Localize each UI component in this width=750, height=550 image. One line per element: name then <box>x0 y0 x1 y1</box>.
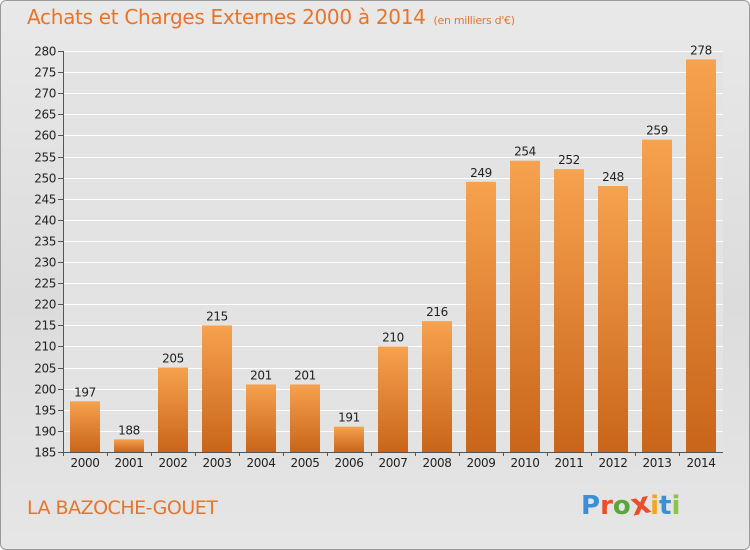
value-label-2011: 252 <box>558 153 580 167</box>
chart-subtitle: (en milliers d'€) <box>433 14 515 27</box>
x-tick-label-2002: 2002 <box>159 456 188 470</box>
bar-2000 <box>70 401 100 452</box>
x-tick-label-2008: 2008 <box>423 456 452 470</box>
value-label-2014: 278 <box>690 43 712 57</box>
value-label-2005: 201 <box>294 368 316 382</box>
value-label-2013: 259 <box>646 124 668 138</box>
bar-2005 <box>290 384 320 452</box>
bar-2003 <box>202 325 232 452</box>
x-tick-label-2001: 2001 <box>115 456 144 470</box>
bar-2014 <box>686 59 716 452</box>
chart-title-text: Achats et Charges Externes 2000 à 2014 <box>27 5 426 29</box>
bar-2010 <box>510 160 540 452</box>
brand-logo-letter: t <box>659 491 672 521</box>
x-tick-label-2011: 2011 <box>555 456 584 470</box>
y-tick-label: 240 <box>34 214 56 228</box>
y-tick-label: 205 <box>34 362 56 376</box>
bar-2009 <box>466 181 496 452</box>
bar-2007 <box>378 346 408 452</box>
y-tick-label: 215 <box>34 319 56 333</box>
value-label-2000: 197 <box>74 385 96 399</box>
bar-2002 <box>158 367 188 452</box>
y-tick-label: 190 <box>34 425 56 439</box>
y-tick-label: 210 <box>34 340 56 354</box>
value-label-2010: 254 <box>514 145 536 159</box>
value-label-2009: 249 <box>470 166 492 180</box>
y-tick-label: 200 <box>34 383 56 397</box>
x-tick-label-2000: 2000 <box>71 456 100 470</box>
x-tick-label-2010: 2010 <box>511 456 540 470</box>
bar-2004 <box>246 384 276 452</box>
y-axis: 185 190 195 200 205 210 215 220 225 230 235 240 245 2… <box>34 45 63 460</box>
y-tick-label: 245 <box>34 193 56 207</box>
brand-logo-letter: i <box>671 491 681 521</box>
value-label-2008: 216 <box>426 305 448 319</box>
y-tick-label: 220 <box>34 298 56 312</box>
x-tick-label-2012: 2012 <box>599 456 628 470</box>
place-name: LA BAZOCHE-GOUET <box>27 497 218 519</box>
y-tick-label: 255 <box>34 151 56 165</box>
y-tick-label: 225 <box>34 277 56 291</box>
y-tick-label: 280 <box>34 45 56 59</box>
value-label-2002: 205 <box>162 352 184 366</box>
x-tick-label-2005: 2005 <box>291 456 320 470</box>
y-tick-label: 260 <box>34 129 56 143</box>
bar-2006 <box>334 426 364 452</box>
brand-logo-letter: o <box>612 491 631 521</box>
brand-logo-letter: r <box>600 491 613 521</box>
y-tick-label: 230 <box>34 256 56 270</box>
brand-logo-letter: i <box>650 491 660 521</box>
x-tick-label-2004: 2004 <box>247 456 276 470</box>
value-label-2012: 248 <box>602 170 624 184</box>
brand-logo: Proxiti <box>581 485 691 527</box>
bar-2008 <box>422 321 452 452</box>
bar-2011 <box>554 169 584 453</box>
y-tick-label: 265 <box>34 108 56 122</box>
y-tick-label: 195 <box>34 404 56 418</box>
value-label-2003: 215 <box>206 309 228 323</box>
y-tick-label: 270 <box>34 87 56 101</box>
y-tick-label: 250 <box>34 172 56 186</box>
y-tick-label: 185 <box>34 446 56 460</box>
value-label-2007: 210 <box>382 330 404 344</box>
x-tick-label-2003: 2003 <box>203 456 232 470</box>
y-tick-label: 235 <box>34 235 56 249</box>
x-tick-label-2009: 2009 <box>467 456 496 470</box>
bar-2013 <box>642 139 672 453</box>
bar-2001 <box>114 439 144 452</box>
brand-logo-letter: P <box>581 491 601 521</box>
value-label-2001: 188 <box>118 423 140 437</box>
y-tick-label: 275 <box>34 66 56 80</box>
x-axis: 2000 2001 2002 2003 2004 2005 2006 2007 2008 2009… <box>63 452 716 470</box>
bars: 197 188 205 215 201 201 191 210 216 249 254 252 248 2… <box>70 43 716 453</box>
chart-title: Achats et Charges Externes 2000 à 2014 (e… <box>27 5 515 29</box>
x-tick-label-2013: 2013 <box>643 456 672 470</box>
x-tick-label-2014: 2014 <box>687 456 716 470</box>
x-tick-label-2007: 2007 <box>379 456 408 470</box>
value-label-2004: 201 <box>250 368 272 382</box>
x-tick-label-2006: 2006 <box>335 456 364 470</box>
value-label-2006: 191 <box>338 411 360 425</box>
bar-2012 <box>598 186 628 453</box>
